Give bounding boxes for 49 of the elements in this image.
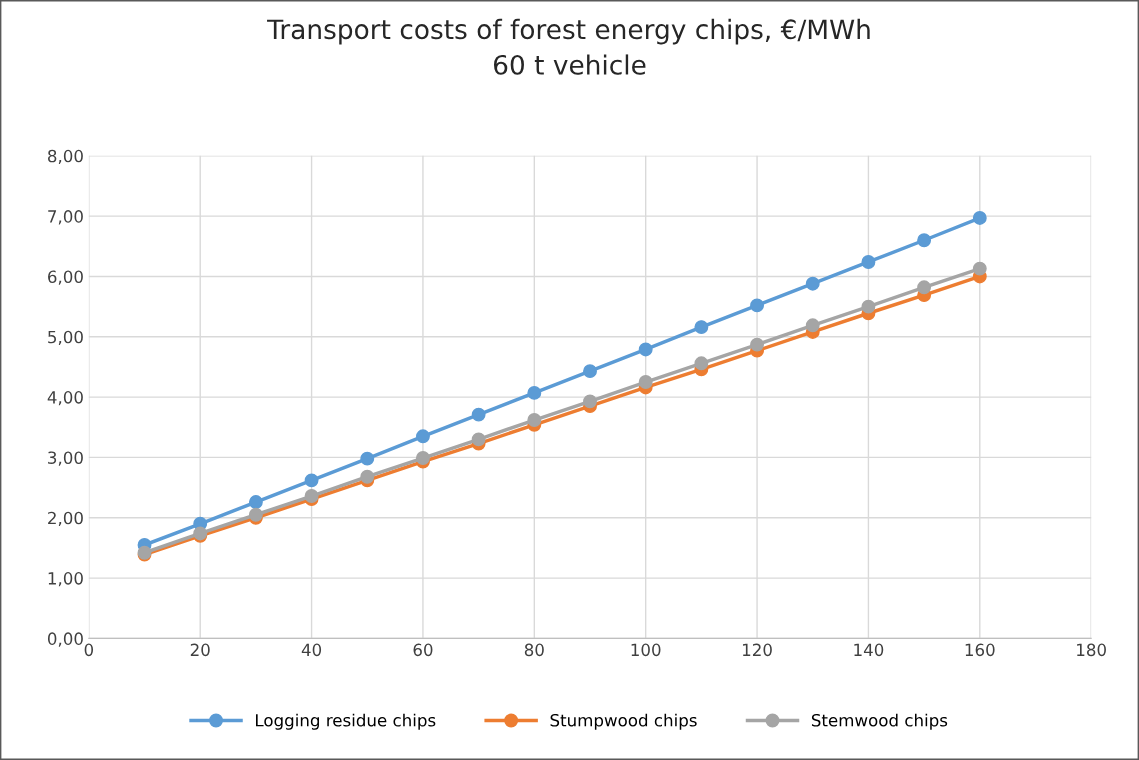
x-tick-label: 80: [524, 643, 544, 657]
point: [805, 318, 820, 333]
y-tick-label: 3,00: [48, 451, 83, 466]
point: [360, 451, 375, 466]
x-tick-label: 40: [301, 643, 322, 657]
point: [416, 451, 430, 465]
x-tick-label: 100: [631, 643, 661, 657]
point: [248, 495, 263, 510]
point: [694, 356, 709, 371]
y-tick-label: 7,00: [48, 210, 83, 225]
y-tick-label: 0,00: [47, 632, 83, 647]
point: [972, 261, 987, 276]
point: [972, 210, 987, 225]
point: [917, 233, 932, 248]
y-tick-label: 5,00: [48, 330, 83, 346]
point: [861, 299, 876, 314]
point: [861, 255, 876, 269]
x-tick-label: 120: [742, 643, 772, 657]
point: [805, 276, 820, 291]
point: [583, 364, 597, 379]
point: [360, 469, 375, 484]
point: [471, 407, 486, 422]
point: [416, 429, 430, 444]
x-tick-label: 180: [1077, 643, 1106, 657]
x-tick-label: 0: [84, 643, 94, 657]
x-tick-label: 20: [190, 643, 210, 657]
legend-label: Logging residue chips: [256, 713, 436, 730]
point: [527, 413, 542, 427]
point: [583, 394, 597, 409]
legend-label: Stemwood chips: [811, 713, 948, 730]
point: [471, 432, 486, 447]
legend-label: Stumpwood chips: [550, 713, 697, 730]
point: [527, 385, 542, 400]
point: [638, 342, 653, 357]
x-tick-label: 140: [854, 643, 884, 657]
point: [750, 337, 765, 352]
point: [917, 280, 932, 295]
y-tick-label: 8,00: [48, 149, 83, 165]
y-tick-label: 4,00: [47, 391, 83, 406]
y-tick-label: 6,00: [48, 270, 83, 285]
point: [694, 320, 709, 335]
point: [304, 473, 319, 488]
point: [638, 375, 653, 389]
y-tick-label: 2,00: [48, 511, 83, 527]
y-tick-label: 1,00: [48, 572, 83, 587]
chart-title: Transport costs of forest energy chips, €/MWh 60 t vehicle: [267, 18, 870, 75]
x-tick-label: 60: [413, 643, 433, 657]
point: [750, 298, 765, 313]
x-tick-label: 160: [965, 643, 995, 657]
